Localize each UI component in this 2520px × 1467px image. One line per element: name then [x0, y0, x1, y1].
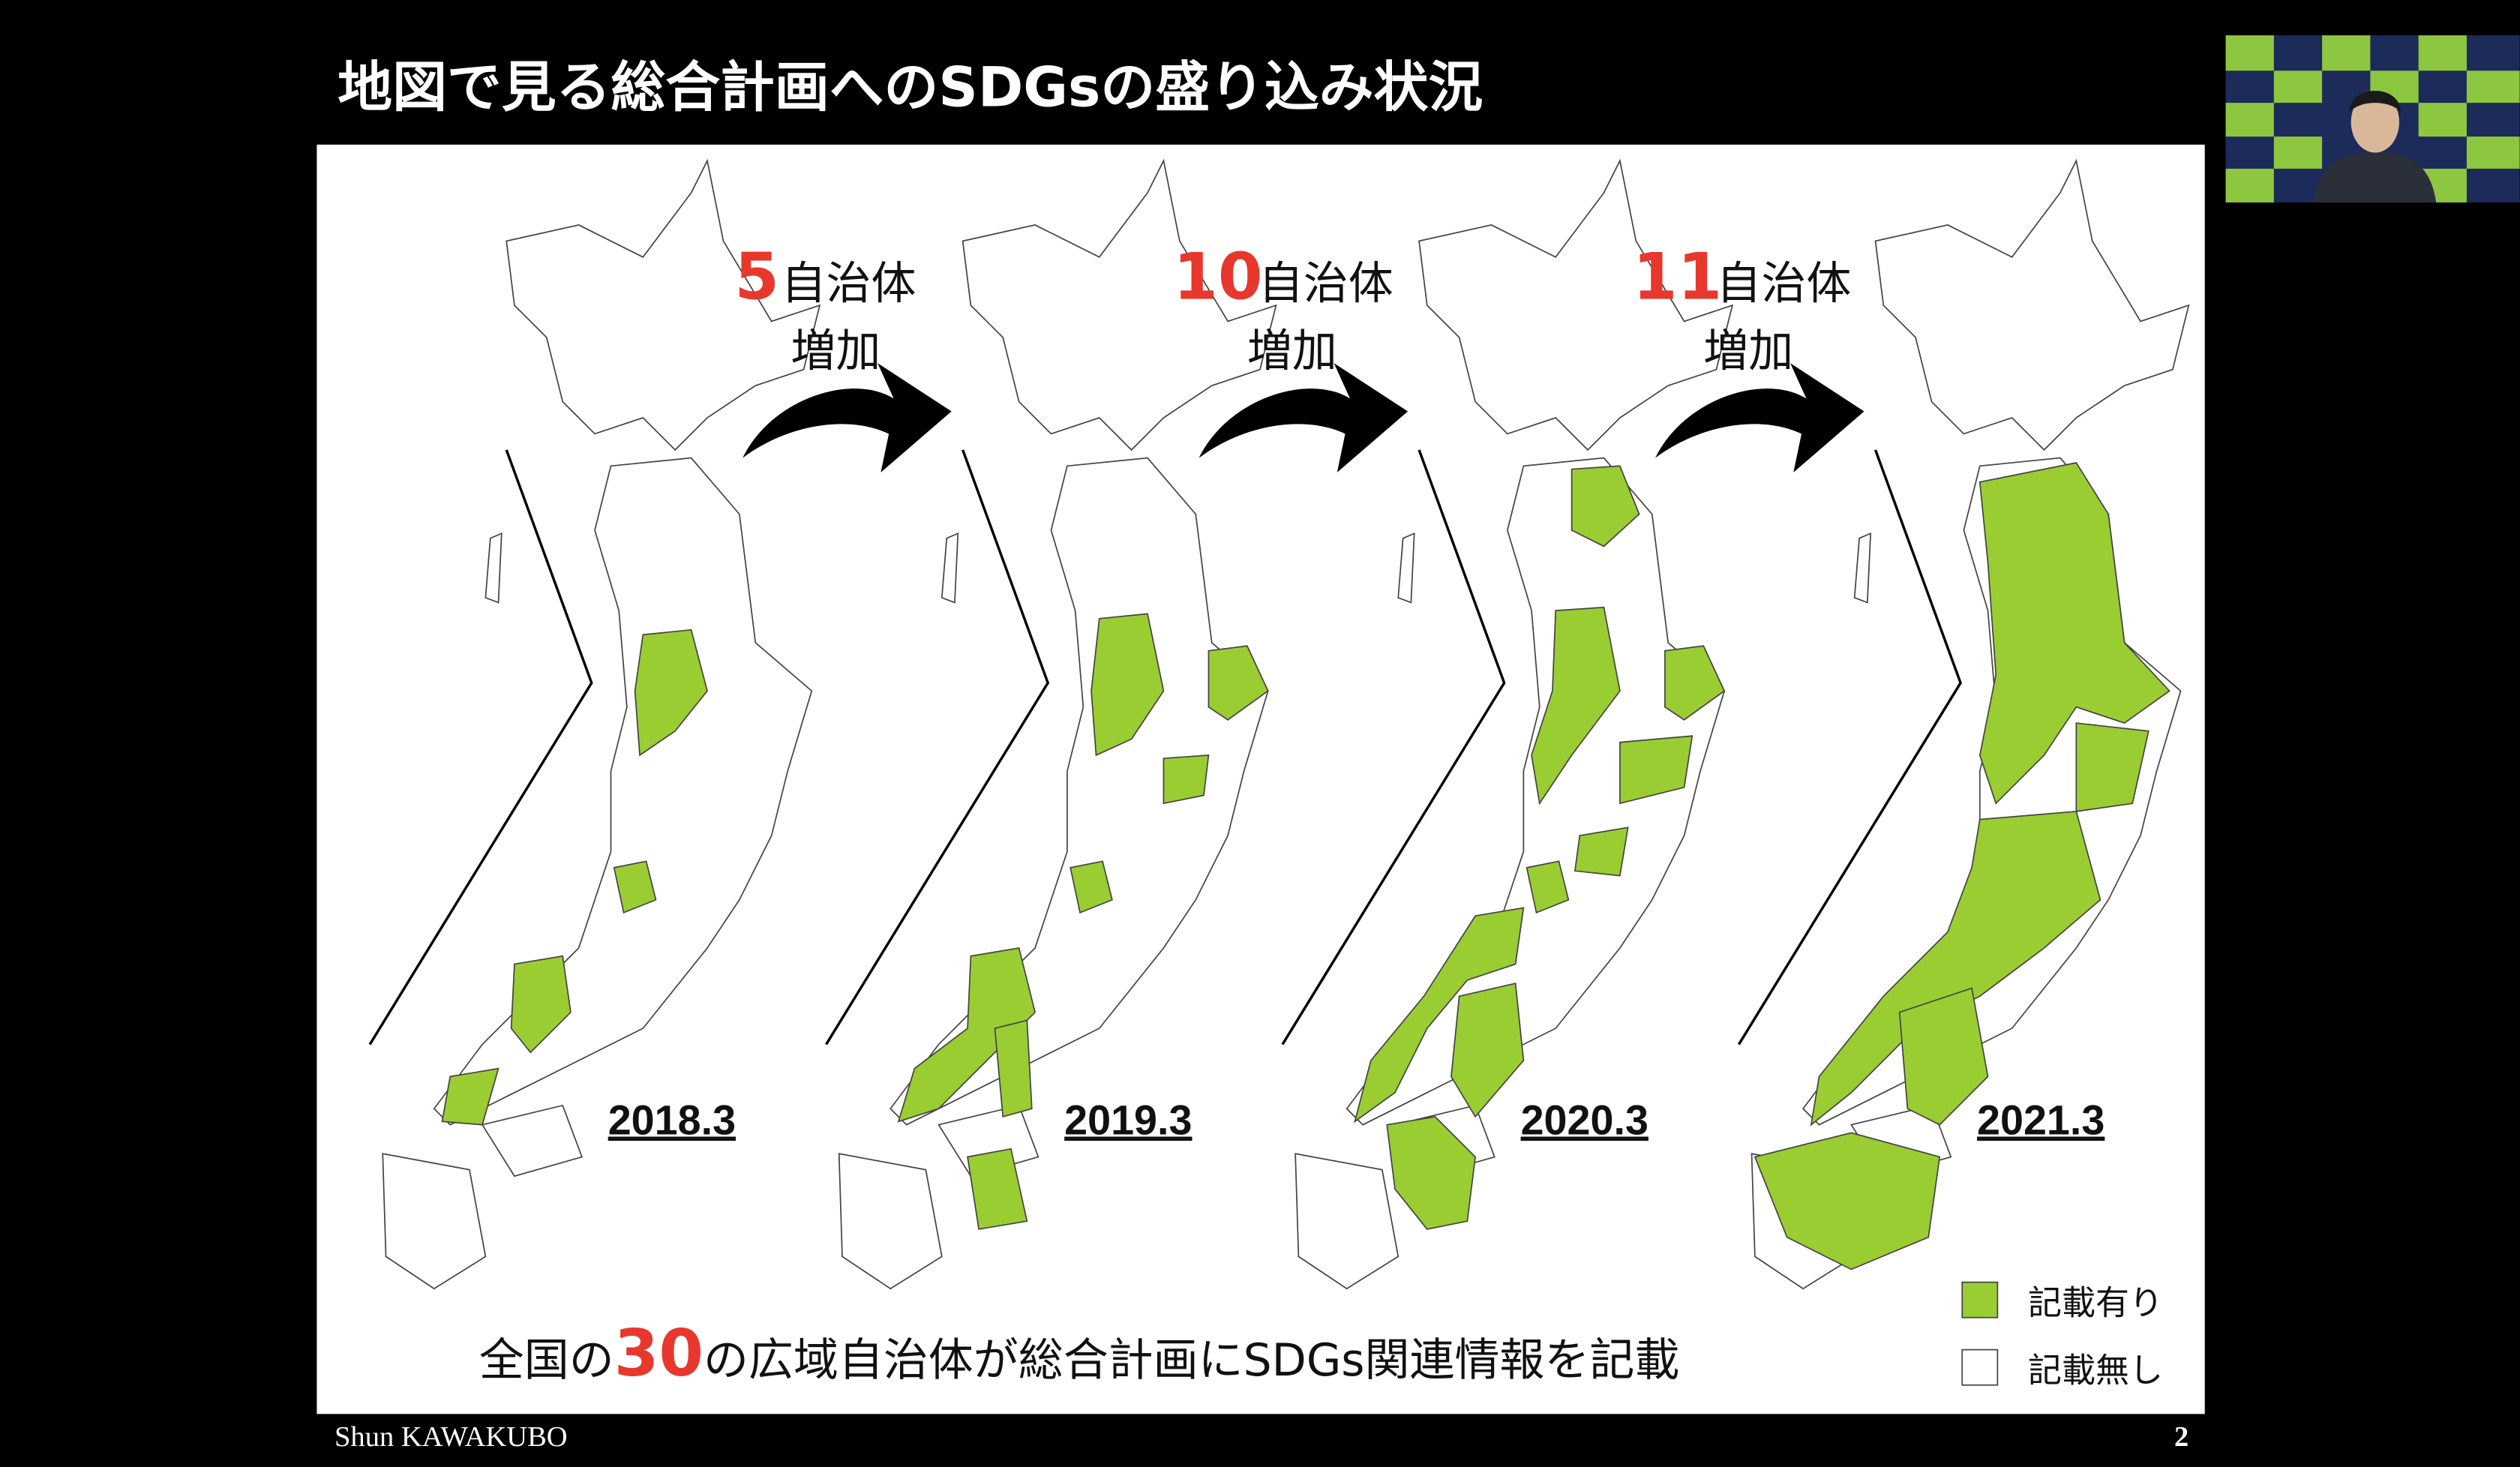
increase-verb: 増加	[1247, 325, 1337, 377]
summary-text: 全国の	[479, 1334, 614, 1387]
summary-text: の広域自治体が総合計画にSDGs関連情報を記載	[704, 1334, 1679, 1387]
legend: 記載有り 記載無し	[1961, 1281, 2163, 1390]
maps	[368, 159, 2191, 1290]
page-number: 2	[2174, 1421, 2188, 1453]
increase-labels: 5 自治体 増加 10 自治体 増加 11 自治体 増加	[734, 239, 1851, 377]
increase-verb: 増加	[1703, 325, 1793, 377]
increase-count: 11	[1633, 239, 1722, 314]
increase-count: 5	[734, 239, 779, 314]
year-labels: 2018.3 2019.3 2020.3 2021.3	[608, 1097, 2105, 1144]
year-label: 2019.3	[1064, 1097, 1192, 1144]
legend-label: 記載有り	[2028, 1282, 2163, 1322]
increase-unit: 自治体	[1258, 257, 1394, 310]
webcam	[2225, 35, 2520, 202]
year-label: 2020.3	[1521, 1097, 1648, 1144]
increase-unit: 自治体	[782, 257, 916, 310]
increase-count: 10	[1173, 239, 1262, 314]
legend-swatch	[1961, 1281, 1999, 1318]
increase-unit: 自治体	[1716, 257, 1851, 310]
year-label: 2018.3	[608, 1097, 736, 1144]
year-label: 2021.3	[1977, 1097, 2104, 1144]
footer-author: Shun KAWAKUBO	[334, 1421, 568, 1453]
slide-title: 地図で見る総合計画へのSDGsの盛り込み状況	[338, 56, 1483, 119]
summary-count: 30	[614, 1316, 704, 1391]
legend-label: 記載無し	[2028, 1350, 2163, 1390]
legend-swatch	[1961, 1348, 1999, 1386]
summary: 全国の30の広域自治体が総合計画にSDGs関連情報を記載	[479, 1316, 1680, 1391]
increase-verb: 増加	[790, 325, 880, 377]
